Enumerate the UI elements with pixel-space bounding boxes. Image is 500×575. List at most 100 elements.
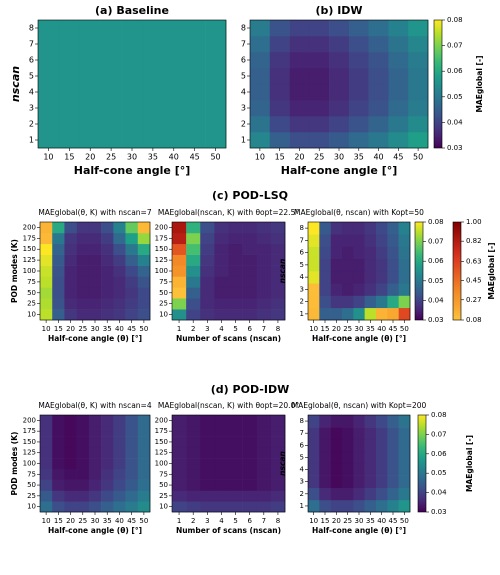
heatmap-cell	[88, 425, 102, 437]
heatmap-cell	[376, 222, 388, 235]
heatmap-cell	[387, 439, 399, 452]
heatmap-cell	[228, 425, 243, 437]
colorbar-tick-label: 0.08	[447, 16, 463, 24]
heatmap-cell	[172, 276, 187, 288]
y-tick-label: 25	[159, 300, 168, 308]
heatmap-cell	[342, 295, 354, 309]
heatmap-cell	[364, 499, 377, 513]
heatmap-cell	[308, 487, 320, 501]
heatmap-cell	[186, 222, 201, 234]
heatmap-cell	[309, 100, 330, 117]
y-tick-label: 5	[300, 453, 304, 461]
heatmap-cell	[79, 100, 101, 117]
y-tick-label: 2	[241, 120, 246, 129]
x-tick-label: 35	[354, 153, 364, 162]
heatmap-cell	[387, 487, 399, 501]
heatmap-cell	[40, 222, 53, 234]
x-tick-label: 20	[85, 153, 95, 162]
heatmap-cell	[88, 254, 102, 266]
heatmap-cell	[214, 479, 229, 491]
heatmap-cell	[387, 451, 399, 464]
x-tick-label: 2	[191, 325, 195, 333]
heatmap-cell	[64, 309, 77, 321]
y-tick-label: 6	[300, 249, 305, 257]
colorbar-tick-label: 0.27	[466, 296, 482, 304]
heatmap-cell	[398, 234, 411, 247]
heatmap-cell	[88, 276, 102, 288]
heatmap-cell	[376, 307, 388, 321]
x-tick-label: 40	[377, 517, 386, 525]
heatmap-cell	[364, 307, 377, 321]
heatmap-cell	[330, 234, 343, 247]
heatmap-cell	[319, 246, 331, 260]
colorbar-tick-label: 0.04	[447, 118, 463, 126]
heatmap-cell	[52, 298, 65, 310]
heatmap-cell	[214, 287, 229, 299]
heatmap-cell	[172, 265, 187, 277]
heatmap-cell	[309, 116, 330, 133]
colorbar	[452, 221, 462, 321]
heatmap-cell	[242, 222, 258, 234]
y-tick-label: 25	[27, 300, 36, 308]
heatmap-cell	[214, 254, 229, 266]
heatmap-cell	[376, 258, 388, 272]
heatmap-cell	[64, 447, 77, 459]
heatmap-cell	[52, 287, 65, 299]
heatmap-cell	[137, 436, 151, 448]
heatmap-cell	[121, 116, 143, 133]
heatmap-cell	[79, 132, 101, 149]
y-tick-label: 200	[155, 416, 168, 424]
heatmap-cell	[76, 458, 90, 470]
heatmap-cell	[142, 68, 164, 85]
heatmap-cell	[330, 415, 343, 428]
heatmap-cell	[200, 254, 215, 266]
heatmap-cell	[200, 458, 215, 470]
heatmap-cell	[364, 271, 377, 284]
heatmap-cell	[52, 447, 65, 459]
x-tick-label: 50	[400, 325, 409, 333]
heatmap-cell	[184, 132, 206, 149]
heatmap-cell	[342, 246, 354, 260]
heatmap-cell	[200, 232, 215, 245]
heatmap-cell	[100, 100, 122, 117]
heatmap-cell	[376, 234, 388, 247]
heatmap-cell	[348, 132, 369, 149]
heatmap-cell	[348, 68, 369, 85]
heatmap-cell	[88, 479, 102, 491]
x-tick-label: 8	[276, 517, 280, 525]
heatmap-cell	[319, 271, 331, 284]
heatmap-cell	[76, 501, 90, 513]
y-tick-label: 10	[159, 503, 168, 511]
heatmap-cell	[40, 501, 53, 513]
heatmap-cell	[58, 36, 81, 53]
heatmap-cell	[121, 84, 143, 101]
heatmap-cell	[269, 52, 290, 69]
heatmap-cell	[242, 298, 258, 310]
x-tick-label: 50	[210, 153, 220, 162]
heatmap-cell	[228, 479, 243, 491]
heatmap-cell	[242, 490, 258, 502]
heatmap-cell	[398, 439, 411, 452]
heatmap-cell	[289, 52, 310, 69]
heatmap-cell	[186, 458, 201, 470]
heatmap-cell	[270, 458, 286, 470]
heatmap-cell	[256, 243, 272, 255]
heatmap-cell	[100, 20, 122, 37]
x-tick-label: 25	[106, 153, 116, 162]
colorbar-tick-label: 0.07	[428, 238, 444, 246]
heatmap-cell	[309, 84, 330, 101]
heatmap-cell	[368, 20, 389, 37]
heatmap-cell	[186, 287, 201, 299]
heatmap-cell	[113, 479, 126, 491]
colorbar-tick-label: 0.08	[466, 316, 482, 324]
heatmap-cell	[308, 427, 320, 440]
y-tick-label: 5	[29, 72, 34, 81]
heatmap-cell	[125, 232, 139, 245]
x-tick-label: 45	[127, 517, 136, 525]
heatmap-cell	[137, 468, 151, 480]
chart-title: (a) Baseline	[95, 4, 169, 17]
y-tick-label: 100	[155, 267, 168, 275]
heatmap-cell	[228, 243, 243, 255]
heatmap-cell	[388, 68, 409, 85]
y-tick-label: 8	[300, 224, 304, 232]
